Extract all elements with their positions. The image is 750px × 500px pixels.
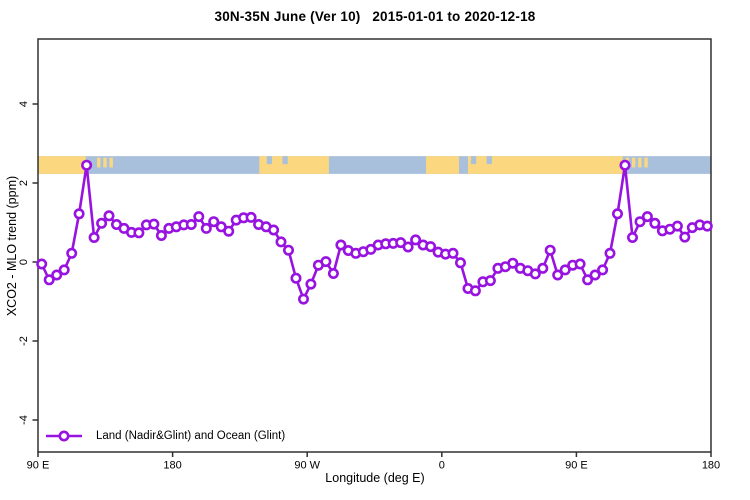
data-point-marker (679, 231, 691, 243)
data-point-marker (43, 274, 55, 286)
land-segment (259, 156, 329, 174)
data-point-marker (469, 285, 481, 297)
land-speckle (638, 157, 642, 168)
data-point-marker (327, 267, 339, 279)
data-point-marker (484, 275, 496, 287)
data-point-marker (626, 232, 638, 244)
data-point-marker (58, 264, 70, 276)
data-point-marker (537, 262, 549, 274)
ocean-patch (470, 156, 477, 165)
data-point-marker (51, 269, 63, 281)
land-speckle (631, 157, 636, 168)
data-point-marker (148, 218, 160, 230)
data-point-marker (604, 247, 616, 259)
y-tick-label: 2 (18, 180, 30, 186)
data-point-marker (574, 258, 586, 270)
data-point-marker (425, 241, 437, 253)
data-point-marker (410, 234, 422, 246)
ocean-patch (266, 156, 273, 165)
data-point-marker (529, 268, 541, 280)
x-tick-label: 90 E (565, 460, 588, 472)
legend: Land (Nadir&Glint) and Ocean (Glint) (44, 428, 285, 443)
data-point-marker (88, 232, 100, 244)
y-tick-label: -4 (18, 415, 30, 425)
data-point-marker (305, 278, 317, 290)
data-point-marker (507, 257, 519, 269)
legend-swatch (46, 430, 82, 441)
data-point-marker (81, 159, 93, 171)
data-point-marker (454, 257, 466, 269)
data-point-marker (320, 256, 332, 268)
data-point-marker (634, 216, 646, 228)
plot-box (37, 38, 712, 453)
data-point-marker (282, 244, 294, 256)
data-point-marker (335, 239, 347, 251)
data-point-marker (155, 230, 167, 242)
land-segment (426, 156, 459, 174)
ocean-patch (486, 156, 492, 165)
data-point-marker (275, 236, 287, 248)
land-speckle (109, 157, 113, 168)
data-point-marker (245, 211, 257, 223)
y-axis-title: XCO2 - MLO trend (ppm) (5, 175, 19, 317)
x-tick-label: 90 E (27, 460, 50, 472)
legend-marker-icon (58, 430, 70, 441)
data-point-marker (73, 208, 85, 220)
data-point-marker (402, 241, 414, 253)
data-point-marker (96, 217, 108, 229)
x-tick-label: 180 (163, 460, 181, 472)
data-point-marker (200, 222, 212, 234)
y-tick-label: 0 (18, 259, 30, 265)
data-point-marker (611, 208, 623, 220)
x-tick-label: 90 W (294, 460, 320, 472)
y-tick-label: 4 (18, 101, 30, 107)
data-point-marker (641, 211, 653, 223)
data-point-marker (619, 159, 631, 171)
land-speckle (103, 157, 107, 168)
data-point-marker (66, 247, 78, 259)
data-point-marker (649, 217, 661, 229)
x-tick-label: 0 (439, 460, 445, 472)
data-point-marker (701, 220, 713, 232)
data-point-marker (223, 225, 235, 237)
x-tick-label: 180 (702, 460, 720, 472)
data-point-marker (589, 269, 601, 281)
data-point-marker (133, 227, 145, 239)
data-point-marker (268, 224, 280, 236)
chart-title: 30N-35N June (Ver 10) 2015-01-01 to 2020… (214, 9, 536, 24)
data-point-marker (447, 247, 459, 259)
data-point-marker (185, 219, 197, 231)
y-tick-label: -2 (18, 336, 30, 346)
data-point-marker (290, 272, 302, 284)
land-speckle (97, 157, 101, 168)
data-point-marker (559, 264, 571, 276)
data-point-marker (597, 264, 609, 276)
land-speckle (644, 157, 648, 168)
data-point-marker (544, 244, 556, 256)
data-point-marker (671, 220, 683, 232)
land-segment (38, 156, 86, 174)
legend-label: Land (Nadir&Glint) and Ocean (Glint) (96, 429, 286, 442)
data-point-marker (193, 211, 205, 223)
data-point-marker (103, 210, 115, 222)
data-point-marker (297, 293, 309, 305)
data-point-marker (208, 216, 220, 228)
data-point-marker (582, 274, 594, 286)
data-point-marker (36, 258, 48, 270)
ocean-patch (282, 156, 288, 165)
data-point-marker (552, 269, 564, 281)
x-axis-title: Longitude (deg E) (325, 471, 425, 485)
land-segment (467, 156, 623, 174)
